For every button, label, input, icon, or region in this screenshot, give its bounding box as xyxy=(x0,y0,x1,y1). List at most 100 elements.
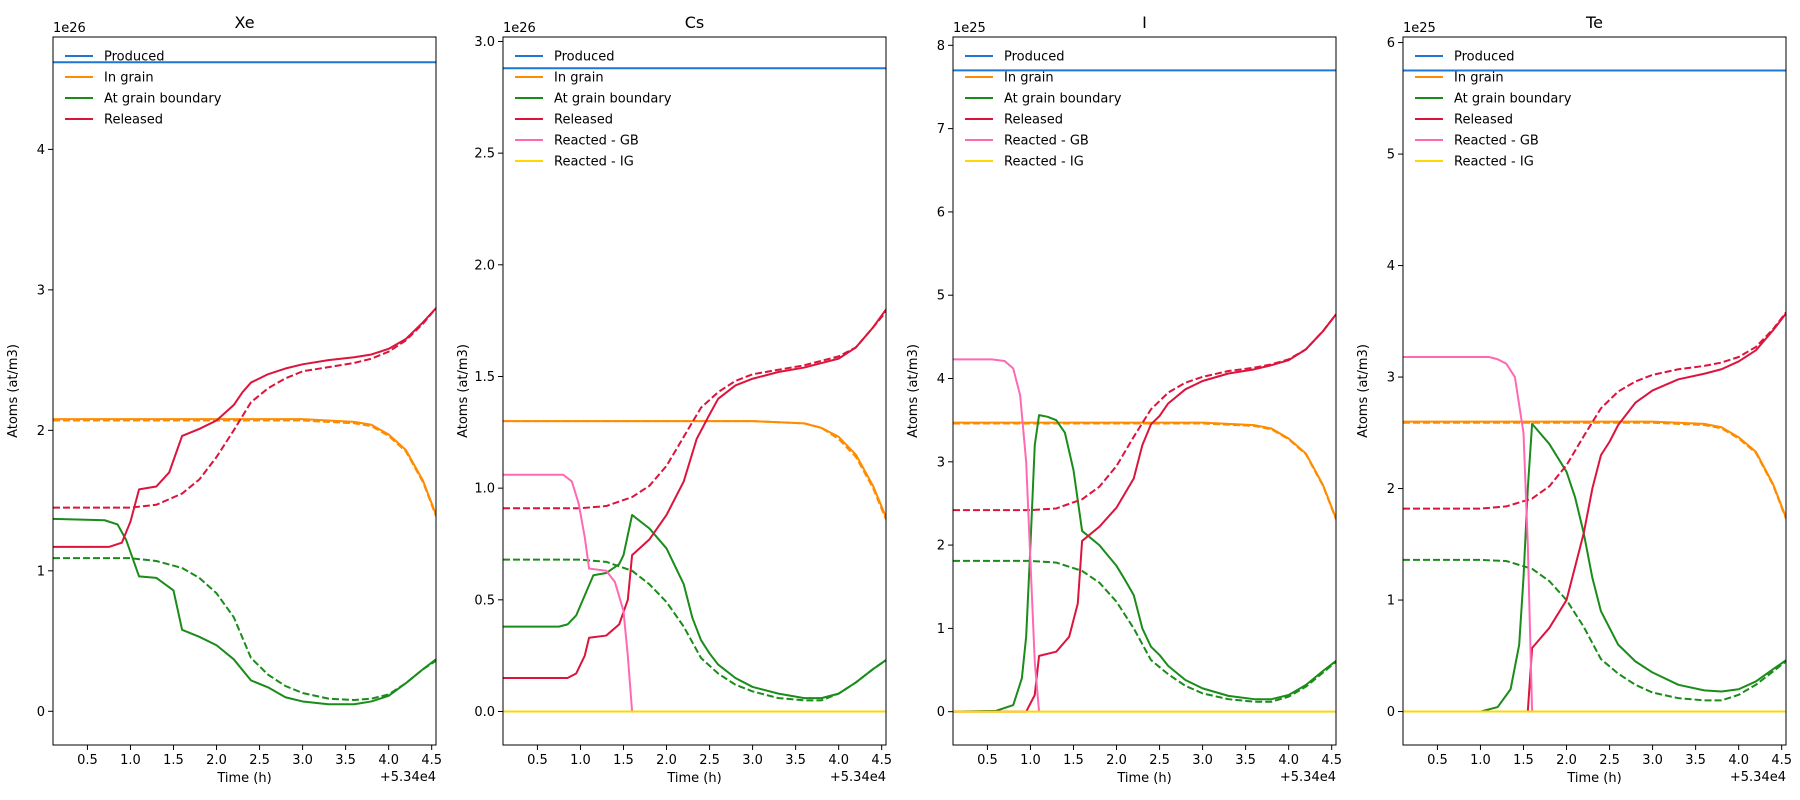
legend-label: Released xyxy=(1004,113,1063,128)
x-tick-label: 2.0 xyxy=(206,753,227,768)
y-axis-label: Atoms (at/m3) xyxy=(6,344,21,438)
legend-label: Reacted - GB xyxy=(554,134,639,149)
x-tick-label: 1.5 xyxy=(1513,753,1534,768)
x-offset-label: +5.34e4 xyxy=(1280,770,1336,785)
y-tick-label: 2 xyxy=(937,539,945,554)
chart-title: Cs xyxy=(685,13,705,32)
y-axis-label: Atoms (at/m3) xyxy=(456,344,471,438)
chart-panel-cs: 0.5 1.0 1.5 2.0 2.5 3.0 3.5 4.0 4.5 0.0 0.5 1.0 1.5 2… xyxy=(456,13,892,786)
y-tick-label: 2 xyxy=(37,424,45,439)
y-scale-label: 1e26 xyxy=(53,21,86,36)
y-tick-label: 1 xyxy=(937,622,945,637)
x-tick-label: 4.0 xyxy=(378,753,399,768)
x-tick-label: 1.5 xyxy=(1063,753,1084,768)
y-tick-label: 1.0 xyxy=(474,482,495,497)
series-line-at-gb-dashed xyxy=(1403,558,1786,702)
legend-label: Released xyxy=(1454,113,1513,128)
x-axis-label: Time (h) xyxy=(1566,771,1621,786)
x-tick-label: 2.5 xyxy=(249,753,270,768)
series-line-released xyxy=(53,307,436,548)
x-tick-label: 1.0 xyxy=(1470,753,1491,768)
legend: Produced In grain At grain boundary Release… xyxy=(1415,50,1572,170)
series-line-released xyxy=(1403,312,1786,713)
plot-frame xyxy=(52,36,437,746)
x-tick-label: 0.5 xyxy=(77,753,98,768)
chart-panel-i: 0.5 1.0 1.5 2.0 2.5 3.0 3.5 4.0 4.5 0 1 2 3 4 5 6 7 8 I Tim… xyxy=(906,13,1342,786)
x-tick-label: 3.0 xyxy=(1192,753,1213,768)
series-line-reacted-gb xyxy=(1403,355,1534,712)
series-line-in-grain xyxy=(53,418,436,515)
series-line-in-grain xyxy=(953,421,1336,519)
y-scale-label: 1e25 xyxy=(953,21,986,36)
series-group xyxy=(503,67,886,713)
y-tick-label: 5 xyxy=(1387,148,1395,163)
legend-label: Reacted - IG xyxy=(1454,155,1534,170)
series-line-at-gb-dashed xyxy=(53,557,436,702)
chart-panel-te: 0.5 1.0 1.5 2.0 2.5 3.0 3.5 4.0 4.5 0 1 2 3 4 5 6 Te Time… xyxy=(1356,13,1792,786)
x-tick-label: 3.5 xyxy=(785,753,806,768)
x-axis-label: Time (h) xyxy=(216,771,271,786)
legend: Produced In grain At grain boundary Release… xyxy=(515,50,672,170)
legend-label: In grain xyxy=(1454,71,1504,86)
x-offset-label: +5.34e4 xyxy=(380,770,436,785)
x-tick-label: 1.5 xyxy=(163,753,184,768)
chart-title: I xyxy=(1142,13,1147,32)
x-tick-label: 2.5 xyxy=(699,753,720,768)
x-tick-label: 4.5 xyxy=(871,753,892,768)
x-tick-label: 4.0 xyxy=(1278,753,1299,768)
legend-label: In grain xyxy=(1004,71,1054,86)
legend-label: In grain xyxy=(554,71,604,86)
series-line-reacted-gb xyxy=(953,358,1041,712)
y-scale-label: 1e26 xyxy=(503,21,536,36)
y-tick-label: 5 xyxy=(937,289,945,304)
x-tick-label: 4.0 xyxy=(828,753,849,768)
series-group xyxy=(953,69,1336,713)
x-tick-label: 4.0 xyxy=(1728,753,1749,768)
legend-label: At grain boundary xyxy=(1004,92,1122,107)
legend-label: Reacted - GB xyxy=(1004,134,1089,149)
plot-frame xyxy=(502,36,887,746)
x-tick-label: 2.5 xyxy=(1599,753,1620,768)
y-tick-label: 3 xyxy=(937,455,945,470)
legend-label: At grain boundary xyxy=(554,92,672,107)
x-tick-label: 4.5 xyxy=(1771,753,1792,768)
series-group xyxy=(1403,69,1786,713)
series-line-at-gb xyxy=(53,517,436,706)
x-offset-label: +5.34e4 xyxy=(1730,770,1786,785)
x-tick-label: 2.0 xyxy=(1556,753,1577,768)
x-tick-label: 3.0 xyxy=(292,753,313,768)
y-tick-label: 0.5 xyxy=(474,593,495,608)
x-tick-label: 0.5 xyxy=(977,753,998,768)
chart-title: Te xyxy=(1585,13,1603,32)
y-scale-label: 1e25 xyxy=(1403,21,1436,36)
x-tick-label: 3.5 xyxy=(335,753,356,768)
x-tick-label: 1.0 xyxy=(120,753,141,768)
y-tick-label: 2.0 xyxy=(474,258,495,273)
y-tick-label: 3 xyxy=(1387,371,1395,386)
series-line-in-grain-dashed xyxy=(1403,421,1786,520)
series-line-in-grain xyxy=(503,420,886,518)
y-tick-label: 8 xyxy=(937,39,945,54)
series-line-released-dashed xyxy=(53,307,436,509)
x-tick-label: 3.5 xyxy=(1235,753,1256,768)
x-tick-label: 4.5 xyxy=(1321,753,1342,768)
legend-label: Produced xyxy=(104,50,165,65)
legend-label: At grain boundary xyxy=(1454,92,1572,107)
series-line-reacted-gb xyxy=(503,473,634,712)
series-line-at-gb-dashed xyxy=(953,559,1336,703)
y-tick-label: 0.0 xyxy=(474,705,495,720)
series-line-at-gb-dashed xyxy=(503,558,886,702)
legend: Produced In grain At grain boundary Release… xyxy=(65,50,222,128)
x-axis-label: Time (h) xyxy=(1116,771,1171,786)
x-tick-label: 2.0 xyxy=(1106,753,1127,768)
series-line-released-dashed xyxy=(1403,311,1786,510)
series-line-in-grain-dashed xyxy=(953,422,1336,520)
x-tick-label: 0.5 xyxy=(1427,753,1448,768)
series-line-released xyxy=(503,308,886,679)
x-tick-label: 3.5 xyxy=(1685,753,1706,768)
series-line-in-grain-dashed xyxy=(503,420,886,520)
legend: Produced In grain At grain boundary Release… xyxy=(965,50,1122,170)
series-line-at-gb xyxy=(503,513,886,700)
y-tick-label: 3.0 xyxy=(474,35,495,50)
x-axis-label: Time (h) xyxy=(666,771,721,786)
